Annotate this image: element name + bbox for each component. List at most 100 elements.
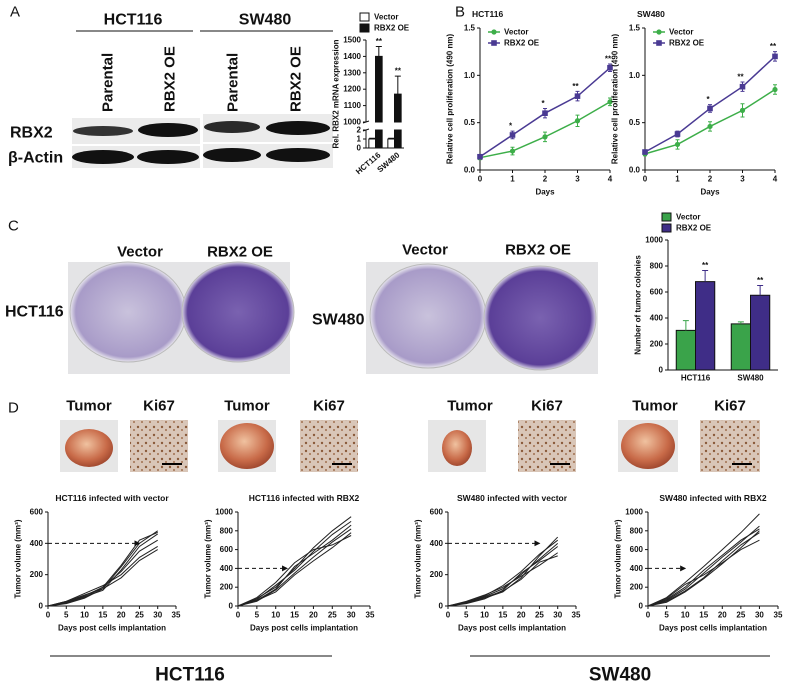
y-tick-label: 0 [39, 602, 44, 611]
x-tick-label: 25 [535, 611, 544, 620]
legend-label: Vector [504, 28, 528, 37]
data-point [772, 53, 778, 60]
y-axis-label: Relative cell proliferation (490 nm) [446, 34, 455, 165]
series-line [237, 520, 352, 607]
y-tick-label: 1.0 [629, 71, 641, 80]
panel-label: B [455, 4, 465, 21]
series-line [447, 552, 558, 607]
plate [369, 263, 487, 369]
y-axis-label: Rel. RBX2 mRNA expression [332, 39, 341, 148]
legend-swatch [661, 212, 672, 222]
y-tick-label: 1.5 [464, 24, 476, 33]
chart-title: SW480 infected with vector [457, 493, 568, 503]
y-tick-label: 600 [430, 508, 444, 517]
x-tick-label: 5 [64, 611, 69, 620]
image-label: Tumor [66, 398, 112, 415]
chart-title: SW480 [637, 9, 665, 19]
series-line [47, 539, 158, 607]
significance-label: ** [737, 72, 744, 81]
y-tick-label: 1400 [343, 52, 361, 61]
y-tick-label: 400 [30, 539, 44, 548]
series-line [237, 535, 352, 607]
data-point [772, 86, 778, 93]
plate-row-label: SW480 [312, 312, 365, 329]
error-bar [737, 321, 744, 324]
x-axis-label: Days post cells implantation [250, 624, 358, 633]
cell-line-header: HCT116 [104, 12, 163, 29]
error-bar [682, 320, 689, 331]
y-tick-label: 0.0 [464, 166, 476, 175]
y-axis-label: Tumor volume (mm³) [204, 519, 213, 598]
y-axis-label: Tumor volume (mm³) [414, 519, 423, 598]
error-bar [757, 285, 764, 296]
data-point [574, 93, 581, 99]
y-tick-label: 800 [630, 526, 644, 535]
tumor-images [60, 420, 760, 472]
series-line [647, 532, 760, 607]
x-tick-label: 0 [478, 175, 483, 184]
data-point [674, 131, 681, 137]
lane-label: Parental [225, 53, 242, 112]
y-tick-label: 0 [357, 144, 362, 153]
image-label: Tumor [447, 398, 493, 415]
blot-row-label: RBX2 [10, 125, 53, 142]
group-label: SW480 [589, 665, 651, 686]
y-tick-label: 0 [639, 602, 644, 611]
y-tick-label: 0.0 [629, 166, 641, 175]
y-axis-label: Tumor volume (mm³) [14, 519, 23, 598]
y-tick-label: 200 [650, 340, 664, 349]
series-line [647, 539, 760, 607]
series-line [447, 539, 559, 607]
y-tick-label: 400 [430, 539, 444, 548]
chart-title: HCT116 [472, 9, 503, 19]
y-tick-label: 600 [220, 545, 234, 554]
error-bar [375, 46, 382, 57]
series-line [47, 531, 158, 607]
y-tick-label: 0.5 [629, 118, 641, 127]
legend-label: RBX2 OE [504, 39, 540, 48]
series-line [647, 528, 760, 607]
x-tick-label: 15 [699, 611, 708, 620]
error-bar [388, 137, 395, 139]
x-tick-label: 3 [575, 175, 580, 184]
x-tick-label: 20 [309, 611, 318, 620]
x-tick-label: 3 [740, 175, 745, 184]
plate-row-label: HCT116 [5, 304, 64, 321]
blot-image [72, 114, 333, 168]
bar [750, 294, 771, 371]
significance-label: * [541, 99, 545, 108]
x-tick-label: 10 [271, 611, 280, 620]
series-line [47, 533, 158, 607]
panel-label: C [8, 218, 19, 235]
legend-label: RBX2 OE [669, 39, 705, 48]
x-tick-label: 35 [572, 611, 581, 620]
error-bar [394, 75, 401, 95]
x-tick-label: 15 [498, 611, 507, 620]
lane-label: RBX2 OE [162, 46, 179, 112]
cell-line-header: SW480 [239, 12, 292, 29]
bar [375, 55, 383, 149]
series-line [447, 555, 558, 607]
bar [730, 323, 751, 371]
significance-label: ** [572, 82, 579, 91]
y-tick-label: 400 [220, 564, 234, 573]
x-tick-label: 35 [366, 611, 375, 620]
y-axis-label: Number of tumor colonies [634, 255, 643, 355]
x-tick-label: 20 [517, 611, 526, 620]
x-tick-label: SW480 [376, 150, 402, 174]
data-point [707, 105, 713, 112]
x-tick-label: 4 [773, 175, 778, 184]
x-tick-label: 5 [664, 611, 669, 620]
y-tick-label: 600 [650, 288, 664, 297]
image-label: Tumor [224, 398, 270, 415]
x-tick-label: 15 [290, 611, 299, 620]
series-line [47, 530, 158, 607]
plate [69, 261, 187, 363]
x-axis-label: Days [535, 188, 555, 197]
y-tick-label: 0 [229, 602, 234, 611]
y-tick-label: 600 [30, 508, 44, 517]
y-tick-label: 1 [357, 135, 362, 144]
y-tick-label: 200 [220, 583, 234, 592]
y-tick-label: 0 [659, 366, 664, 375]
